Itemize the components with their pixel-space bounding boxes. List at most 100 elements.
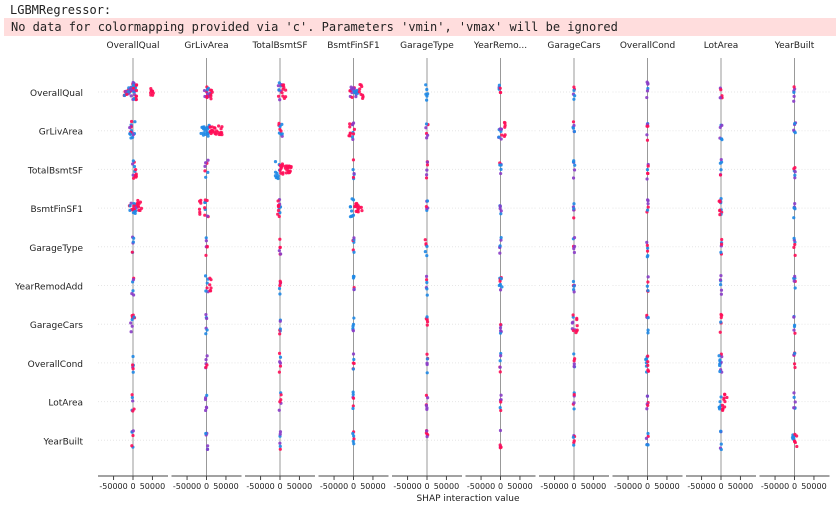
shap-point	[131, 277, 136, 282]
shap-point	[425, 435, 429, 439]
shap-point	[718, 363, 722, 368]
shap-point	[792, 85, 796, 89]
shap-point	[278, 292, 282, 296]
shap-point	[717, 354, 721, 358]
shap-point	[276, 212, 280, 216]
shap-point	[573, 94, 577, 98]
x-tick-label: -50000	[540, 482, 568, 491]
shap-point	[499, 212, 503, 216]
shap-point	[723, 392, 727, 396]
shap-point	[719, 429, 723, 433]
shap-point	[130, 444, 134, 448]
shap-point	[497, 283, 501, 288]
shap-point	[572, 123, 576, 128]
shap-point	[352, 316, 356, 320]
shap-point	[499, 236, 503, 240]
shap-point	[131, 133, 135, 137]
shap-point	[792, 128, 796, 132]
shap-point	[572, 216, 576, 220]
x-tick-label: -50000	[246, 482, 274, 491]
shap-point	[425, 287, 429, 291]
shap-point	[277, 408, 281, 412]
shap-point	[205, 316, 209, 321]
shap-point	[793, 432, 797, 436]
shap-point	[719, 282, 723, 287]
shap-point	[425, 199, 430, 203]
shap-point	[499, 163, 503, 167]
shap-point	[499, 393, 503, 397]
x-axis-label: SHAP interaction value	[416, 494, 520, 504]
shap-point	[134, 172, 138, 176]
shap-point	[351, 198, 356, 202]
shap-point	[718, 400, 722, 404]
shap-point	[351, 168, 355, 172]
shap-point	[719, 395, 723, 399]
shap-point	[646, 360, 650, 364]
shap-point	[425, 429, 429, 433]
shap-point	[497, 135, 501, 139]
warning-banner: No data for colormapping provided via 'c…	[4, 18, 836, 36]
shap-point	[792, 391, 796, 395]
shap-point	[718, 173, 723, 177]
column-title: GarageType	[400, 41, 454, 51]
shap-point	[128, 204, 132, 208]
shap-point	[423, 250, 427, 254]
shap-point	[500, 285, 504, 289]
shap-point	[719, 442, 723, 446]
shap-point	[499, 167, 503, 172]
shap-point	[719, 292, 724, 296]
shap-point	[138, 208, 142, 213]
shap-point	[281, 83, 285, 88]
shap-point	[351, 431, 355, 436]
shap-point	[277, 370, 281, 374]
shap-point	[350, 214, 354, 218]
column-title: YearBuilt	[774, 41, 815, 51]
shap-point	[278, 361, 283, 365]
shap-point	[279, 129, 283, 133]
shap-point	[205, 94, 209, 99]
output-label: LGBMRegressor:	[10, 3, 112, 17]
shap-point	[130, 395, 134, 400]
shap-point	[572, 407, 576, 411]
shap-point	[425, 361, 429, 365]
shap-point	[719, 160, 724, 164]
shap-point	[350, 87, 354, 91]
shap-point	[424, 122, 429, 126]
shap-point	[498, 204, 502, 208]
shap-point	[425, 406, 429, 410]
shap-point	[572, 290, 576, 294]
shap-point	[424, 204, 428, 209]
shap-point	[280, 91, 284, 95]
shap-point	[572, 85, 576, 89]
shap-point	[208, 283, 212, 287]
shap-point	[210, 130, 214, 134]
shap-point	[571, 328, 575, 333]
shap-point	[645, 208, 650, 212]
shap-point	[206, 444, 210, 448]
shap-point	[129, 321, 133, 325]
shap-point	[131, 173, 135, 177]
shap-point	[277, 351, 282, 355]
shap-point	[352, 171, 356, 176]
shap-point	[425, 87, 429, 92]
shap-point	[136, 198, 140, 203]
shap-point	[572, 439, 576, 443]
shap-point	[136, 204, 140, 208]
shap-point	[500, 133, 504, 137]
shap-point	[278, 355, 283, 359]
x-tick-label: -50000	[393, 482, 421, 491]
shap-point	[425, 278, 429, 282]
shap-point	[792, 315, 796, 319]
shap-point	[355, 209, 359, 213]
shap-point	[646, 246, 650, 250]
shap-point	[217, 124, 221, 128]
shap-point	[719, 274, 723, 278]
shap-point	[351, 137, 355, 141]
shap-point	[131, 159, 135, 163]
column-title: TotalBsmtSF	[251, 41, 307, 51]
shap-point	[719, 352, 723, 356]
shap-point	[571, 279, 576, 284]
shap-point	[646, 315, 650, 320]
shap-point	[645, 394, 650, 398]
shap-point	[131, 293, 136, 297]
